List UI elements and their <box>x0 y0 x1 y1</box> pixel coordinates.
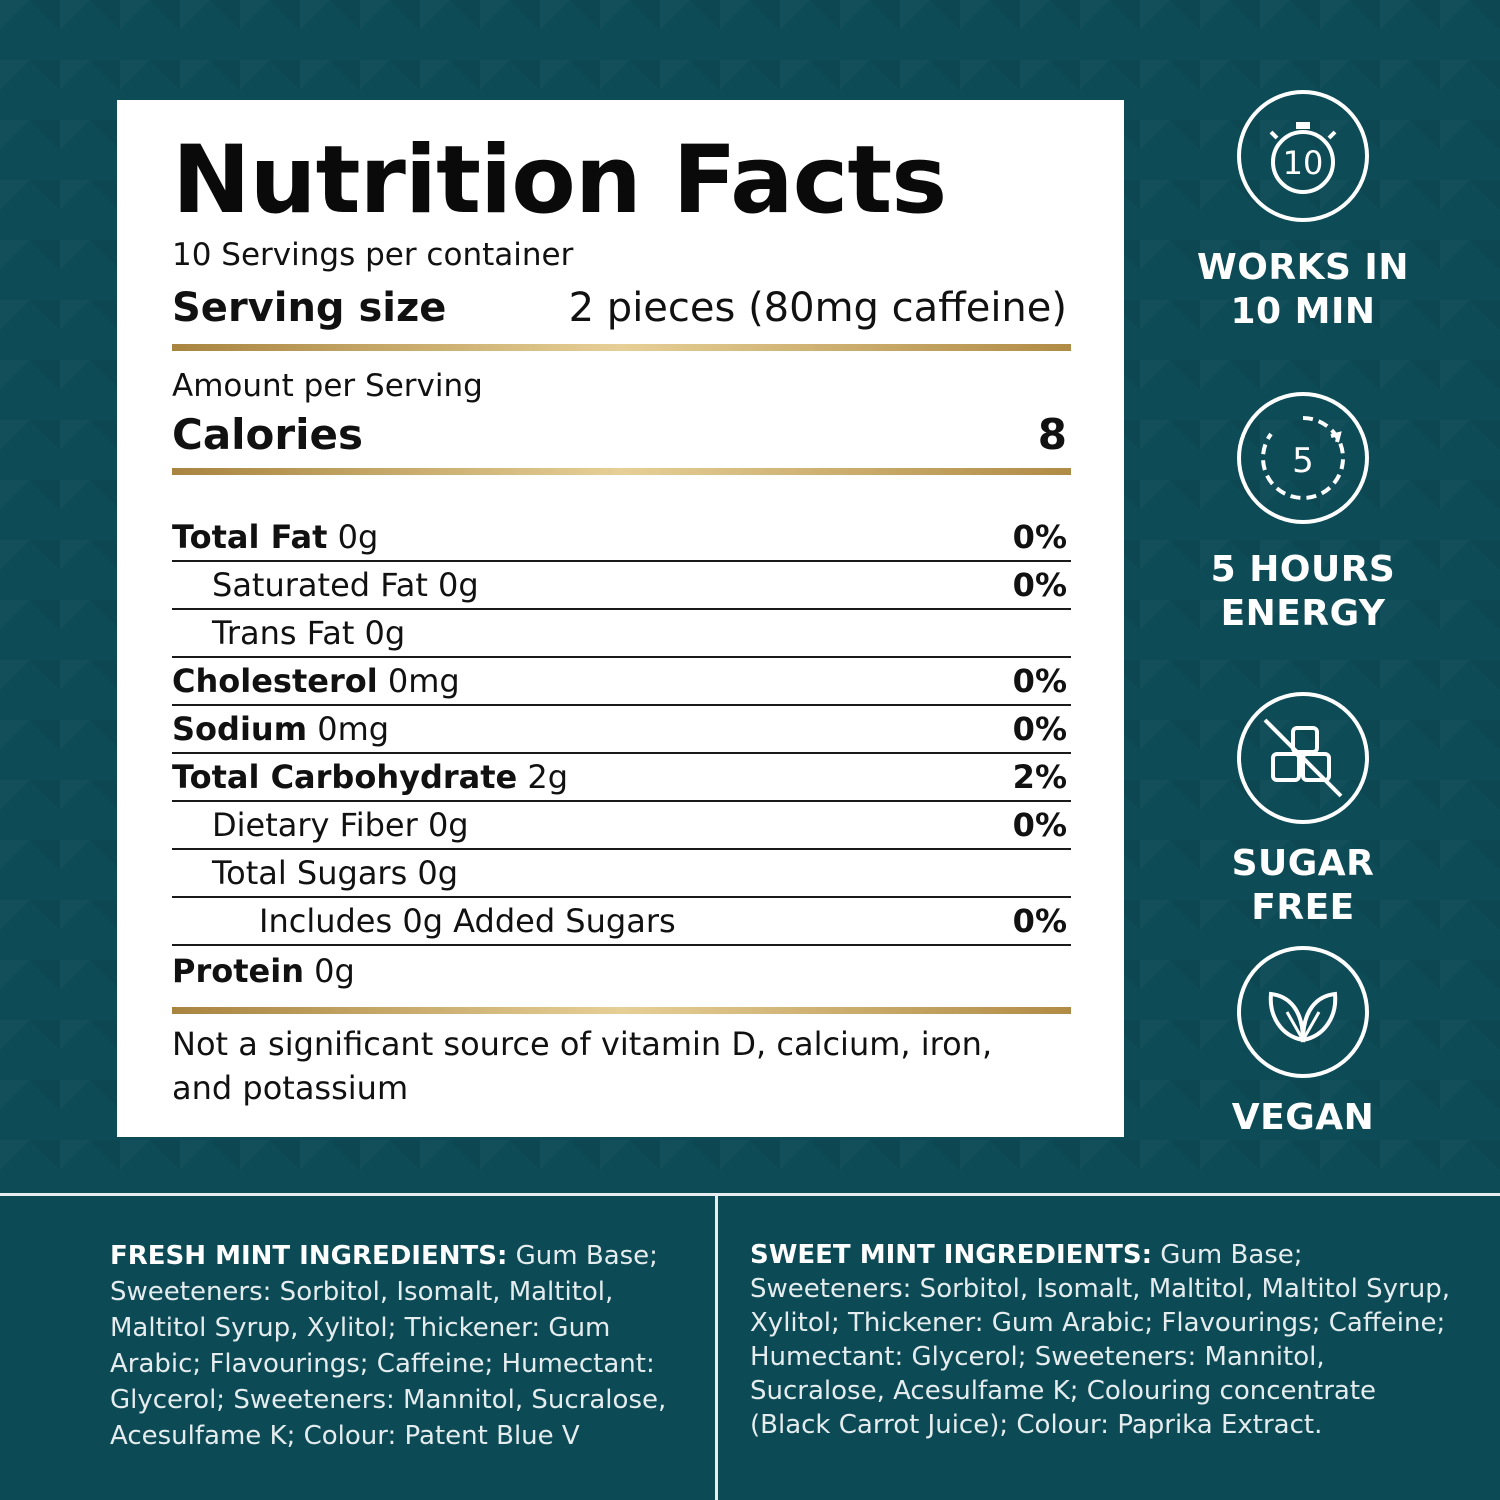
daily-value: 0% <box>1012 806 1067 844</box>
nutrient-row: Total Fat 0g 0% <box>172 514 1071 562</box>
nutrient-amount: 0g <box>327 518 379 556</box>
nutrient-name: Total Carbohydrate <box>172 758 518 796</box>
clock-icon: 5 <box>1237 392 1369 524</box>
nutrient-amount: Total Sugars 0g <box>212 854 459 892</box>
daily-value: 0% <box>1012 902 1067 940</box>
amount-per-serving: Amount per Serving <box>172 368 483 404</box>
serving-size-row: Serving size 2 pieces (80mg caffeine) <box>172 285 1067 337</box>
nutrient-amount: 0mg <box>377 662 460 700</box>
clock-number: 5 <box>1292 441 1314 481</box>
feature-label-line1: WORKS IN <box>1197 247 1409 288</box>
nutrient-rows: Total Fat 0g 0% Saturated Fat 0g 0% Tran… <box>172 514 1071 994</box>
nutrient-row: Includes 0g Added Sugars 0% <box>172 898 1071 946</box>
column-divider <box>715 1196 718 1500</box>
ingredients-section <box>0 1196 1500 1500</box>
daily-value: 0% <box>1012 566 1067 604</box>
daily-value: 0% <box>1012 710 1067 748</box>
sweet-mint-ingredients: SWEET MINT INGREDIENTS: Gum Base; Sweete… <box>750 1238 1450 1442</box>
sweet-mint-heading: SWEET MINT INGREDIENTS: <box>750 1240 1152 1270</box>
nutrient-amount: 2g <box>517 758 569 796</box>
nutrient-amount: 0mg <box>307 710 390 748</box>
daily-value: 0% <box>1012 518 1067 556</box>
feature-5-hours-energy: 5 5 HOURS ENERGY <box>1188 392 1418 636</box>
serving-size-value: 2 pieces (80mg caffeine) <box>568 285 1067 331</box>
feature-sugar-free: SUGAR FREE <box>1188 692 1418 930</box>
servings-per-container: 10 Servings per container <box>172 237 574 273</box>
nutrient-row: Saturated Fat 0g 0% <box>172 562 1071 610</box>
gold-divider <box>172 468 1071 475</box>
section-divider <box>0 1193 1500 1196</box>
nutrient-name: Total Fat <box>172 518 328 556</box>
fresh-mint-text: Gum Base; Sweeteners: Sorbitol, Isomalt,… <box>110 1241 667 1451</box>
nutrient-row: Trans Fat 0g <box>172 610 1071 658</box>
nutrient-name: Cholesterol <box>172 662 378 700</box>
feature-label-line1: 5 HOURS <box>1210 549 1396 590</box>
nutrient-amount: Includes 0g Added Sugars <box>259 902 676 940</box>
stopwatch-number: 10 <box>1283 144 1324 182</box>
nutrient-row: Cholesterol 0mg 0% <box>172 658 1071 706</box>
nutrient-row: Sodium 0mg 0% <box>172 706 1071 754</box>
nutrient-name: Sodium <box>172 710 308 748</box>
feature-label-line2: 10 MIN <box>1230 291 1376 332</box>
nutrient-name: Protein <box>172 952 304 990</box>
footnote: Not a significant source of vitamin D, c… <box>172 1025 993 1107</box>
nutrient-row: Protein 0g <box>172 946 1071 994</box>
fresh-mint-ingredients: FRESH MINT INGREDIENTS: Gum Base; Sweete… <box>110 1238 700 1454</box>
feature-works-in-10-min: 10 WORKS IN 10 MIN <box>1188 90 1418 334</box>
nutrition-title: Nutrition Facts <box>172 126 947 235</box>
serving-size-label: Serving size <box>172 285 447 331</box>
nutrient-amount: Dietary Fiber 0g <box>212 806 469 844</box>
nutrient-row: Total Carbohydrate 2g 2% <box>172 754 1071 802</box>
nutrient-amount: Trans Fat 0g <box>212 614 406 652</box>
no-sugar-icon <box>1237 692 1369 824</box>
calories-label: Calories <box>172 410 364 459</box>
nutrient-row: Dietary Fiber 0g 0% <box>172 802 1071 850</box>
sweet-mint-text: Gum Base; Sweeteners: Sorbitol, Isomalt,… <box>750 1240 1450 1440</box>
feature-label-line1: SUGAR FREE <box>1231 843 1375 928</box>
daily-value: 0% <box>1012 662 1067 700</box>
gold-divider <box>172 1007 1071 1014</box>
calories-row: Calories 8 <box>172 410 1067 459</box>
leaf-icon <box>1237 946 1369 1078</box>
feature-vegan: VEGAN <box>1188 946 1418 1140</box>
stopwatch-icon: 10 <box>1237 90 1369 222</box>
nutrient-amount: 0g <box>303 952 355 990</box>
gold-divider <box>172 344 1071 351</box>
nutrient-amount: Saturated Fat 0g <box>212 566 479 604</box>
daily-value: 2% <box>1012 758 1067 796</box>
fresh-mint-heading: FRESH MINT INGREDIENTS: <box>110 1241 508 1271</box>
nutrition-facts-panel: Nutrition Facts 10 Servings per containe… <box>117 100 1124 1137</box>
feature-label-line2: ENERGY <box>1220 593 1386 634</box>
nutrient-row: Total Sugars 0g <box>172 850 1071 898</box>
feature-label-line1: VEGAN <box>1231 1097 1375 1138</box>
calories-value: 8 <box>1037 410 1067 459</box>
